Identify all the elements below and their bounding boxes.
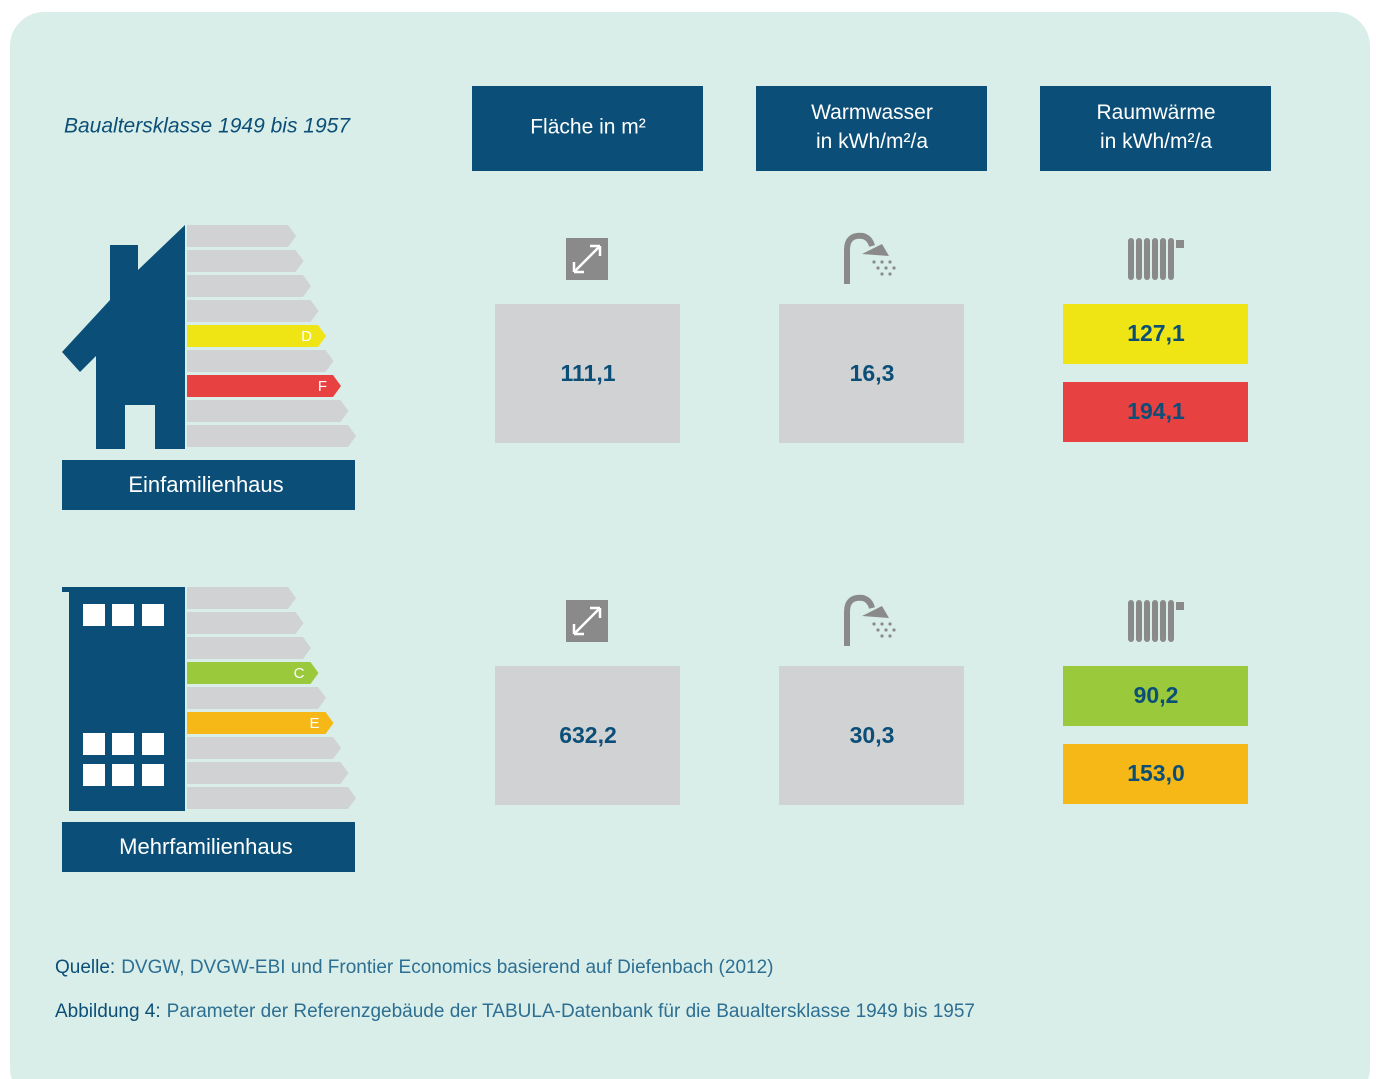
energy-class-arrow	[187, 300, 319, 322]
energy-class-arrow	[187, 687, 326, 709]
energy-class-arrow	[187, 637, 311, 659]
energy-class-arrow	[187, 225, 296, 247]
energy-class-arrow	[187, 275, 311, 297]
value-text: 632,2	[559, 722, 617, 748]
shower-drop	[872, 260, 875, 263]
building-label: Einfamilienhaus	[128, 472, 283, 497]
footnote-label: Quelle:	[55, 957, 115, 978]
shower-drop	[888, 634, 891, 637]
shower-drop	[892, 628, 895, 631]
footnote: Quelle: DVGW, DVGW-EBI und Frontier Econo…	[55, 957, 773, 978]
energy-class-letter: C	[294, 665, 305, 682]
column-header	[1040, 86, 1271, 171]
footnote-text: DVGW, DVGW-EBI und Frontier Economics ba…	[121, 957, 773, 978]
value-text: 111,1	[560, 360, 615, 386]
column-header	[756, 86, 987, 171]
energy-class-arrow	[187, 425, 356, 447]
energy-class-letter: E	[309, 715, 319, 732]
shower-drop	[876, 266, 879, 269]
radiator-fin	[1152, 238, 1158, 280]
energy-class-arrow	[187, 612, 304, 634]
shower-drop	[892, 266, 895, 269]
shower-drop	[884, 628, 887, 631]
energy-class-arrow	[187, 737, 341, 759]
energy-class-letter: F	[318, 378, 327, 395]
value-text: 16,3	[850, 360, 895, 386]
energy-class-arrow	[187, 400, 349, 422]
energy-class-letter: D	[301, 328, 312, 345]
shower-drop	[880, 622, 883, 625]
radiator-fin	[1168, 238, 1174, 280]
radiator-valve	[1176, 240, 1184, 248]
radiator-fin	[1136, 238, 1142, 280]
radiator-fin	[1128, 600, 1134, 642]
radiator-fin	[1136, 600, 1142, 642]
shower-drop	[876, 628, 879, 631]
shower-drop	[880, 260, 883, 263]
infographic: Baualtersklasse 1949 bis 1957 Fläche in …	[0, 0, 1376, 1079]
apartment-icon	[62, 587, 185, 811]
heating-value: 127,1	[1127, 320, 1185, 346]
shower-drop	[888, 622, 891, 625]
radiator-fin	[1144, 238, 1150, 280]
footnote-label: Abbildung 4:	[55, 1001, 161, 1022]
energy-class-arrow	[187, 587, 296, 609]
shower-drop	[888, 272, 891, 275]
value-text: 30,3	[850, 722, 895, 748]
heating-value: 153,0	[1127, 760, 1185, 786]
radiator-fin	[1168, 600, 1174, 642]
shower-drop	[888, 260, 891, 263]
footnote-text: Parameter der Referenzgebäude der TABULA…	[167, 1001, 975, 1022]
column-header-text: Fläche in m²	[530, 116, 646, 139]
heating-value: 90,2	[1134, 682, 1179, 708]
energy-class-arrow	[187, 762, 349, 784]
column-header-text: in kWh/m²/a	[1100, 130, 1212, 153]
radiator-fin	[1160, 600, 1166, 642]
footnote: Abbildung 4: Parameter der Referenzgebäud…	[55, 1001, 975, 1022]
energy-class-arrow	[187, 350, 334, 372]
energy-class-arrow	[187, 250, 304, 272]
card	[10, 12, 1370, 1079]
radiator-fin	[1152, 600, 1158, 642]
shower-drop	[880, 272, 883, 275]
radiator-fin	[1160, 238, 1166, 280]
radiator-fin	[1128, 238, 1134, 280]
building-label: Mehrfamilienhaus	[119, 834, 293, 859]
column-header-text: in kWh/m²/a	[816, 130, 928, 153]
heating-value: 194,1	[1127, 398, 1185, 424]
column-header-text: Warmwasser	[811, 101, 933, 124]
shower-drop	[880, 634, 883, 637]
shower-drop	[884, 266, 887, 269]
subtitle: Baualtersklasse 1949 bis 1957	[64, 115, 351, 138]
radiator-valve	[1176, 602, 1184, 610]
shower-drop	[872, 622, 875, 625]
energy-class-arrow	[187, 787, 356, 809]
column-header-text: Raumwärme	[1096, 101, 1215, 124]
radiator-fin	[1144, 600, 1150, 642]
